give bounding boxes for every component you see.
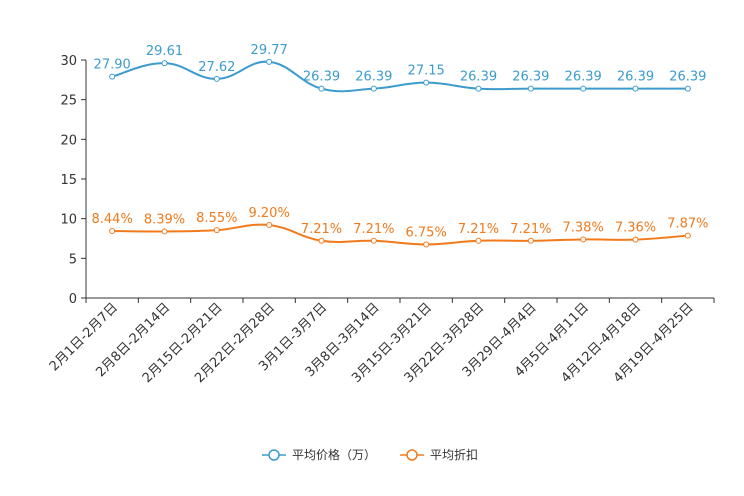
data-label: 8.55% <box>196 211 237 226</box>
data-label: 26.39 <box>460 70 497 85</box>
data-point <box>213 75 220 82</box>
data-point <box>318 237 325 244</box>
y-tick-label: 15 <box>60 173 77 188</box>
legend-item-avg-discount[interactable]: 平均折扣 <box>400 447 478 462</box>
legend-item-avg-price[interactable]: 平均价格（万） <box>262 447 376 462</box>
y-tick-label: 30 <box>60 54 77 69</box>
data-point <box>109 228 116 235</box>
data-point <box>370 237 377 244</box>
data-label: 7.21% <box>353 222 394 237</box>
legend-label: 平均折扣 <box>430 447 478 462</box>
y-tick-label: 5 <box>69 252 77 267</box>
data-label: 8.44% <box>92 212 133 227</box>
data-point <box>580 236 587 243</box>
y-tick-label: 25 <box>60 94 77 109</box>
data-label: 9.20% <box>249 206 290 221</box>
data-label: 27.62 <box>198 60 235 75</box>
data-label: 26.39 <box>669 70 706 85</box>
data-label: 7.21% <box>510 222 551 237</box>
legend-label: 平均价格（万） <box>292 447 376 462</box>
data-point <box>370 85 377 92</box>
y-tick-label: 20 <box>60 133 77 148</box>
data-point <box>580 85 587 92</box>
legend-marker <box>406 449 418 461</box>
series-line <box>112 223 688 246</box>
data-point <box>161 228 168 235</box>
data-label: 7.21% <box>458 222 499 237</box>
data-point <box>109 73 116 80</box>
data-label: 7.87% <box>667 217 708 232</box>
data-label: 26.39 <box>355 70 392 85</box>
legend-marker <box>268 449 280 461</box>
legend[interactable]: 平均价格（万） 平均折扣 <box>262 447 478 462</box>
data-label: 8.39% <box>144 212 185 227</box>
data-point <box>318 85 325 92</box>
data-point <box>684 85 691 92</box>
data-point <box>684 232 691 239</box>
series-avg-price: 27.90 29.61 27.62 29.77 26.39 26.39 27.15 26.39… <box>94 43 706 93</box>
data-label: 26.39 <box>617 70 654 85</box>
y-tick-label: 0 <box>69 292 77 307</box>
series-layer: 27.90 29.61 27.62 29.77 26.39 26.39 27.15 26.39… <box>92 43 708 248</box>
y-tick-label: 10 <box>60 213 77 228</box>
data-label: 7.38% <box>563 220 604 235</box>
data-point <box>475 237 482 244</box>
data-label: 7.36% <box>615 221 656 236</box>
data-label: 26.39 <box>565 70 602 85</box>
data-label: 29.61 <box>146 44 183 59</box>
data-point <box>475 85 482 92</box>
series-line <box>111 60 688 93</box>
series-avg-discount: 8.44% 8.39% 8.55% 9.20% 7.21% 7.21% 6.75% 7.21%… <box>92 206 708 248</box>
data-label: 7.21% <box>301 222 342 237</box>
data-point <box>527 85 534 92</box>
data-point <box>161 60 168 67</box>
data-point <box>423 241 430 248</box>
data-point <box>213 227 220 234</box>
data-point <box>632 236 639 243</box>
data-point <box>527 237 534 244</box>
data-label: 27.15 <box>408 64 445 79</box>
data-label: 26.39 <box>512 70 549 85</box>
data-label: 6.75% <box>406 225 447 240</box>
data-label: 27.90 <box>94 58 131 73</box>
data-label: 26.39 <box>303 70 340 85</box>
data-point <box>266 222 273 229</box>
data-point <box>423 79 430 86</box>
data-point <box>632 85 639 92</box>
data-point <box>266 58 273 65</box>
data-label: 29.77 <box>251 43 288 58</box>
